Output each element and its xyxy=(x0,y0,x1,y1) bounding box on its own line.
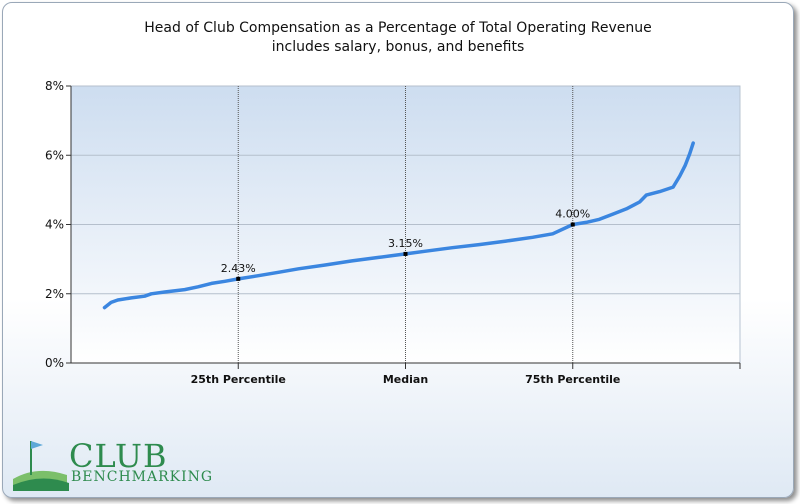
line-chart: 0% 2% 4% 6% 8% 25th Percentile Median 75th Per… xyxy=(45,79,741,386)
x-tick-label: Median xyxy=(383,373,428,386)
x-tick-labels: 25th Percentile Median 75th Percentile xyxy=(191,373,621,386)
y-tick-labels: 0% 2% 4% 6% 8% xyxy=(45,79,64,370)
y-tick-label: 2% xyxy=(45,287,64,301)
series-line xyxy=(102,141,695,310)
annotation-marker xyxy=(570,222,575,227)
x-tick-label: 25th Percentile xyxy=(191,373,286,386)
annotation-label: 4.00% xyxy=(555,208,590,221)
annotation-marker xyxy=(403,251,408,256)
axes xyxy=(66,85,741,369)
chart-frame: Head of Club Compensation as a Percentag… xyxy=(2,2,794,498)
annotation-marker xyxy=(236,276,241,281)
chart-subtitle: includes salary, bonus, and benefits xyxy=(271,39,525,55)
y-tick-label: 8% xyxy=(45,79,64,93)
annotation-label: 2.43% xyxy=(221,262,256,275)
logo-text-benchmarking: BENCHMARKING xyxy=(71,469,214,485)
chart-title: Head of Club Compensation as a Percentag… xyxy=(144,20,652,36)
grid-lines xyxy=(71,85,740,363)
y-tick-label: 6% xyxy=(45,148,64,162)
y-tick-label: 0% xyxy=(45,356,64,370)
logo-text-club: CLUB xyxy=(69,437,168,475)
y-tick-label: 4% xyxy=(45,218,64,232)
golf-flag-icon xyxy=(13,441,69,491)
annotation-label: 3.15% xyxy=(388,237,423,250)
x-tick-label: 75th Percentile xyxy=(525,373,620,386)
annotations: 2.43% 3.15% 4.00% xyxy=(221,208,590,281)
club-benchmarking-logo: CLUB BENCHMARKING xyxy=(11,435,214,493)
chart-title-block: Head of Club Compensation as a Percentag… xyxy=(3,19,793,57)
